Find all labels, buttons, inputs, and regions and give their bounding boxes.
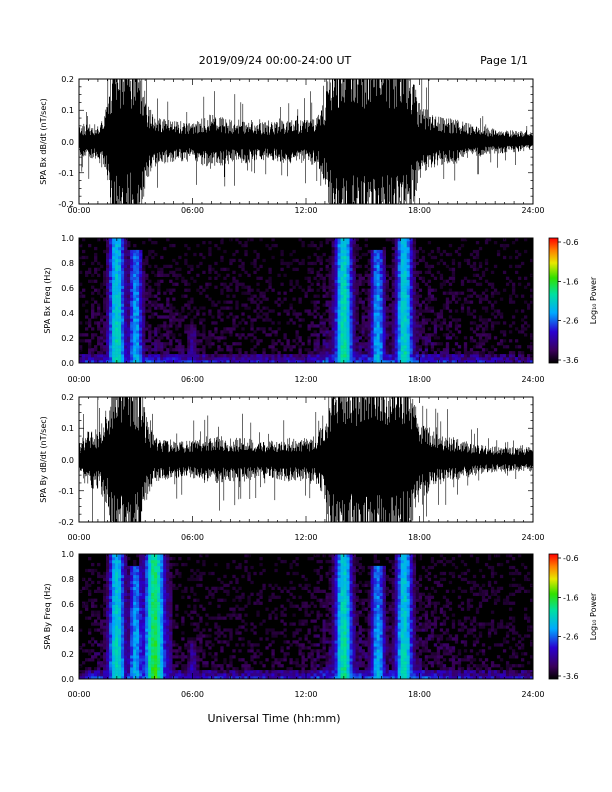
- by-dbdt-ytick-1: -0.1: [58, 487, 74, 496]
- by-dbdt-ticks: [78, 396, 534, 523]
- bx-colorbar-label: Log₁₀ Power: [589, 276, 598, 324]
- bx-dbdt-xtick-4: 24:00: [521, 206, 544, 215]
- bx-spectrogram-ticks: [78, 237, 534, 364]
- by-spec-xtick-4: 24:00: [521, 690, 544, 699]
- bx-spec-ytick-5: 1.0: [61, 234, 74, 243]
- by-dbdt-ytick-0: -0.2: [58, 518, 74, 527]
- bx-spec-xtick-0: 00:00: [67, 375, 90, 384]
- by-spec-ylabel: SPA By Freq (Hz): [43, 583, 52, 649]
- by-spec-xtick-2: 12:00: [294, 690, 317, 699]
- bx-dbdt-ylabel: SPA Bx dB/dt (nT/sec): [39, 98, 48, 185]
- bx-spec-xtick-3: 18:00: [408, 375, 431, 384]
- panel-bx-dbdt: -0.2 -0.1 0.0 0.1 0.2 00:00 06:00 12:00 …: [39, 75, 545, 215]
- bx-spec-ytick-4: 0.8: [61, 259, 74, 268]
- by-colorbar-tick-3: -3.6: [563, 672, 579, 681]
- bx-spec-xtick-1: 06:00: [181, 375, 204, 384]
- by-dbdt-ytick-2: 0.0: [61, 456, 74, 465]
- by-dbdt-ytick-4: 0.2: [61, 393, 74, 402]
- bx-colorbar-strip: [548, 237, 559, 364]
- bx-dbdt-ytick-3: 0.1: [61, 106, 74, 115]
- by-spec-ytick-4: 0.8: [61, 575, 74, 584]
- bx-colorbar-tick-2: -2.6: [563, 317, 579, 326]
- bx-dbdt-xtick-2: 12:00: [294, 206, 317, 215]
- bx-dbdt-ytick-4: 0.2: [61, 75, 74, 84]
- bx-colorbar: -0.6 -1.6 -2.6 -3.6 Log₁₀ Power: [548, 237, 598, 365]
- bx-spec-ytick-1: 0.2: [61, 334, 74, 343]
- bx-colorbar-tick-0: -0.6: [563, 238, 579, 247]
- panel-by-spectrogram: 0.0 0.2 0.4 0.6 0.8 1.0 00:00 06:00 12:0…: [43, 550, 598, 699]
- by-colorbar-strip: [548, 553, 559, 680]
- by-colorbar-tick-0: -0.6: [563, 554, 579, 563]
- bx-spec-xtick-2: 12:00: [294, 375, 317, 384]
- by-spec-ytick-5: 1.0: [61, 550, 74, 559]
- bx-dbdt-xtick-1: 06:00: [181, 206, 204, 215]
- bx-dbdt-ytick-2: 0.0: [61, 138, 74, 147]
- bx-spec-ytick-2: 0.4: [61, 309, 74, 318]
- by-dbdt-xtick-2: 12:00: [294, 533, 317, 542]
- by-dbdt-ylabel: SPA By dB/dt (nT/sec): [39, 416, 48, 503]
- by-spec-ytick-2: 0.4: [61, 625, 74, 634]
- by-colorbar-tick-1: -1.6: [563, 594, 579, 603]
- by-dbdt-xtick-1: 06:00: [181, 533, 204, 542]
- bx-dbdt-ytick-1: -0.1: [58, 169, 74, 178]
- bx-spec-xtick-4: 24:00: [521, 375, 544, 384]
- by-colorbar: -0.6 -1.6 -2.6 -3.6 Log₁₀ Power: [548, 553, 598, 681]
- by-spec-xtick-3: 18:00: [408, 690, 431, 699]
- bx-colorbar-tick-3: -3.6: [563, 356, 579, 365]
- by-spec-ytick-0: 0.0: [61, 675, 74, 684]
- bx-spec-ylabel: SPA Bx Freq (Hz): [43, 267, 52, 333]
- by-spec-xtick-1: 06:00: [181, 690, 204, 699]
- by-spectrogram-ticks: [78, 553, 534, 680]
- by-spec-ytick-3: 0.6: [61, 600, 74, 609]
- bx-colorbar-tick-1: -1.6: [563, 278, 579, 287]
- panel-by-dbdt: -0.2 -0.1 0.0 0.1 0.2 00:00 06:00 12:00 …: [39, 393, 545, 542]
- by-dbdt-xtick-0: 00:00: [67, 533, 90, 542]
- by-spec-xtick-0: 00:00: [67, 690, 90, 699]
- bx-dbdt-ytick-0: -0.2: [58, 200, 74, 209]
- panel-bx-spectrogram: 0.0 0.2 0.4 0.6 0.8 1.0 00:00 06:00 12:0…: [43, 234, 598, 384]
- bx-dbdt-xtick-0: 00:00: [67, 206, 90, 215]
- bx-dbdt-ticks: [78, 78, 534, 205]
- page-indicator: Page 1/1: [480, 54, 528, 67]
- by-dbdt-xtick-4: 24:00: [521, 533, 544, 542]
- by-colorbar-label: Log₁₀ Power: [589, 592, 598, 640]
- by-dbdt-ytick-3: 0.1: [61, 424, 74, 433]
- by-spec-ytick-1: 0.2: [61, 650, 74, 659]
- x-axis-title: Universal Time (hh:mm): [208, 712, 341, 725]
- by-colorbar-tick-2: -2.6: [563, 633, 579, 642]
- bx-dbdt-xtick-3: 18:00: [408, 206, 431, 215]
- by-spectrogram-cells: [79, 554, 534, 680]
- figure-title: 2019/09/24 00:00-24:00 UT: [199, 54, 352, 67]
- bx-spec-ytick-3: 0.6: [61, 284, 74, 293]
- bx-spec-ytick-0: 0.0: [61, 359, 74, 368]
- by-dbdt-xtick-3: 18:00: [408, 533, 431, 542]
